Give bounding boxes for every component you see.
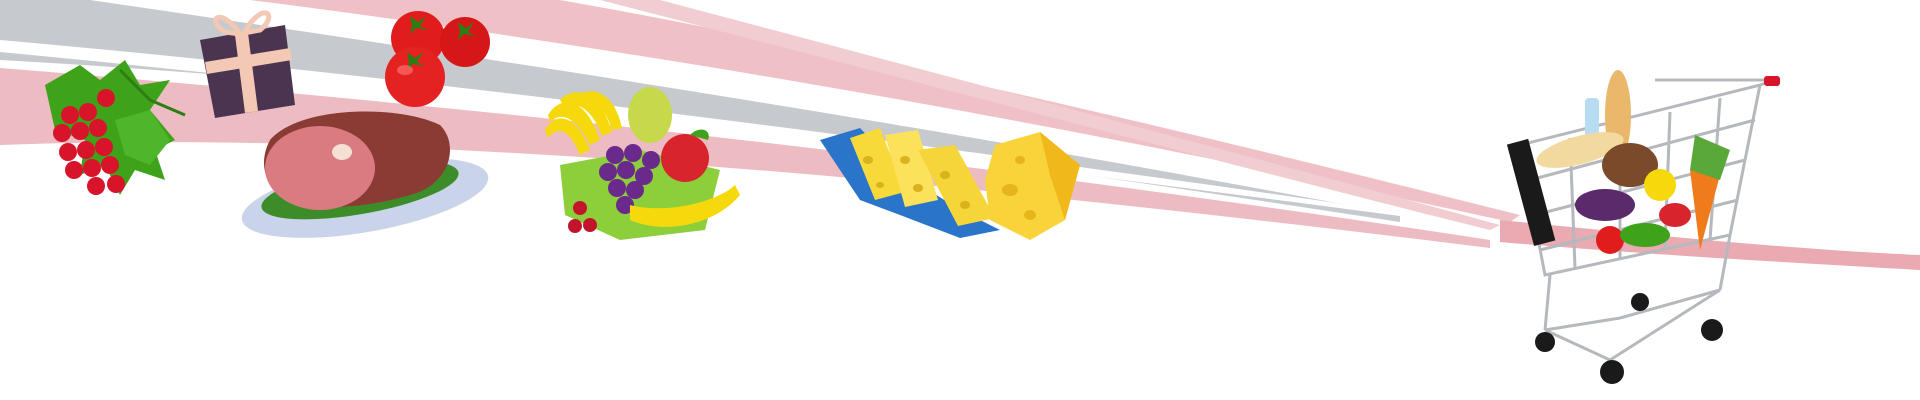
banana-single — [630, 185, 740, 227]
eggplant — [1575, 189, 1635, 221]
cheese-slice-3 — [918, 145, 995, 226]
bread-roll — [1536, 132, 1624, 168]
wine-bottle — [1506, 138, 1556, 247]
tomatoes — [385, 11, 490, 107]
cheese-wedge-side — [1040, 132, 1080, 220]
cart-groceries — [1506, 70, 1730, 254]
gift-ribbon-vertical — [235, 33, 258, 113]
cherries — [568, 201, 597, 233]
ham-cut-face — [265, 126, 375, 210]
cucumber — [1620, 223, 1670, 247]
cheese-slice-2 — [885, 130, 938, 207]
swoosh-pink-thin — [600, 0, 1500, 230]
fruit-platter — [545, 87, 740, 240]
red-currants — [45, 60, 186, 195]
shopping-cart — [1506, 70, 1780, 384]
currant-front-leaf — [115, 110, 170, 165]
carrots — [1690, 170, 1720, 250]
cart-frame — [1518, 78, 1776, 362]
bananas-bunch — [545, 91, 622, 155]
apple-leaf — [690, 129, 709, 140]
tomato-stems — [407, 16, 476, 70]
swoosh-white-gap — [0, 40, 1400, 216]
tomato-3 — [385, 47, 445, 107]
cheese-holes — [863, 156, 970, 209]
apple — [661, 134, 709, 182]
cheese-wedge-holes — [1002, 156, 1036, 220]
gift-box — [200, 10, 295, 118]
round-loaf — [1602, 143, 1658, 187]
ham-roast — [241, 111, 489, 238]
cart-wheels — [1535, 293, 1723, 384]
gift-ribbon-horizontal — [205, 48, 292, 74]
gift-bow — [213, 10, 272, 38]
red-pepper — [1659, 203, 1691, 227]
tomato-2 — [440, 17, 490, 67]
currant-berries — [53, 89, 125, 195]
pear — [628, 87, 672, 143]
tomato-in-cart — [1596, 226, 1624, 254]
cheese-slice-1 — [850, 128, 905, 200]
tomato-highlight — [397, 65, 413, 75]
grapes — [599, 144, 660, 214]
currant-stem — [118, 68, 186, 117]
cheese-slices — [820, 128, 1080, 240]
herbs — [1690, 135, 1730, 180]
cart-handle-grip — [1764, 76, 1780, 86]
yellow-pepper — [1644, 169, 1676, 201]
ham-bone — [332, 144, 352, 160]
